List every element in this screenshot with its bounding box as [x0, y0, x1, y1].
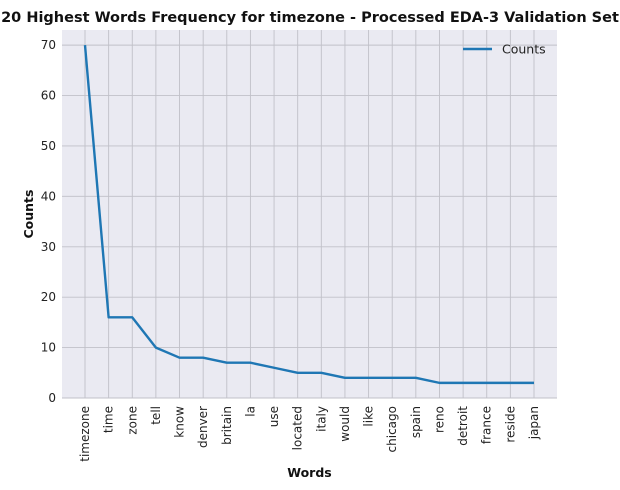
legend-label: Counts — [502, 42, 546, 57]
x-tick-label: tell — [149, 406, 163, 425]
x-tick-label: britain — [220, 406, 234, 445]
x-tick-label: zone — [125, 406, 139, 435]
x-tick-label: like — [362, 406, 376, 427]
chart-title: 20 Highest Words Frequency for timezone … — [1, 10, 619, 26]
grid-lines — [62, 30, 557, 399]
x-tick-label: reside — [503, 406, 517, 443]
y-tick-label: 10 — [41, 341, 56, 355]
legend: Counts — [463, 42, 546, 57]
y-axis-label: Counts — [21, 190, 36, 239]
x-tick-label: time — [102, 406, 116, 433]
x-axis-ticks: timezone time zone tell know denver britain la u… — [78, 406, 541, 462]
y-tick-label: 30 — [41, 240, 56, 254]
y-tick-label: 40 — [41, 189, 56, 203]
y-tick-label: 60 — [41, 89, 56, 103]
x-tick-label: la — [243, 406, 257, 417]
x-tick-label: japan — [527, 406, 541, 440]
y-tick-label: 70 — [41, 38, 56, 52]
x-axis-label: Words — [287, 465, 331, 480]
x-tick-label: denver — [196, 406, 210, 448]
y-axis-ticks: 0 10 20 30 40 50 60 70 — [41, 38, 56, 405]
y-tick-label: 0 — [48, 391, 56, 405]
x-tick-label: reno — [432, 406, 446, 433]
x-tick-label: france — [480, 406, 494, 444]
series-line — [83, 45, 534, 385]
x-tick-label: use — [267, 406, 281, 427]
x-tick-label: located — [291, 406, 305, 450]
x-tick-label: italy — [314, 406, 328, 432]
x-tick-label: chicago — [385, 406, 399, 452]
y-tick-label: 20 — [41, 290, 56, 304]
plot-area — [62, 30, 557, 398]
x-tick-label: spain — [409, 406, 423, 438]
x-tick-label: timezone — [78, 406, 92, 462]
x-tick-label: detroit — [456, 406, 470, 446]
series-group — [83, 45, 534, 385]
x-tick-label: know — [173, 406, 187, 438]
y-tick-label: 50 — [41, 139, 56, 153]
x-tick-label: would — [338, 406, 352, 442]
